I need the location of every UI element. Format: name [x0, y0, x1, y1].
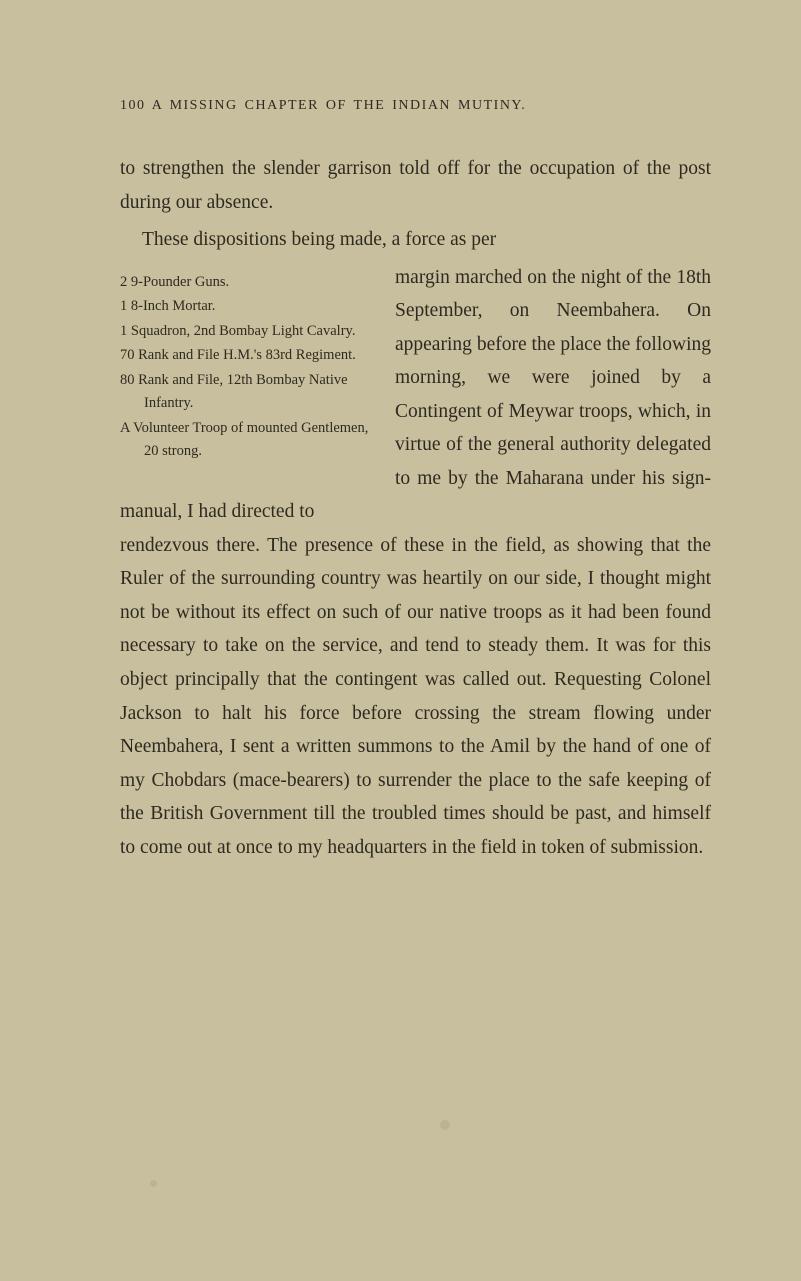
scanned-page: 100 A MISSING CHAPTER OF THE INDIAN MUTI…: [0, 0, 801, 1281]
running-head: 100 A MISSING CHAPTER OF THE INDIAN MUTI…: [120, 98, 711, 114]
list-item: 70 Rank and File H.M.'s 83rd Regiment.: [120, 344, 375, 367]
list-item: 1 8-Inch Mortar.: [120, 295, 375, 318]
paragraph-2-lead: These dispositions being made, a force a…: [120, 223, 711, 257]
paragraph-3: rendezvous there. The presence of these …: [120, 529, 711, 864]
list-and-flow-wrap: 2 9-Pounder Guns. 1 8-Inch Mortar. 1 Squ…: [120, 261, 711, 529]
list-item: 2 9-Pounder Guns.: [120, 271, 375, 294]
paragraph-1: to strengthen the slender garrison told …: [120, 152, 711, 219]
body-text-block: to strengthen the slender garrison told …: [120, 152, 711, 864]
list-item: A Volunteer Troop of mounted Gentlemen, …: [120, 417, 375, 464]
list-item: 1 Squadron, 2nd Bombay Light Cavalry.: [120, 320, 375, 343]
foxing-spot: [440, 1120, 450, 1130]
foxing-spot: [150, 1180, 157, 1187]
list-item: 80 Rank and File, 12th Bombay Native Inf…: [120, 369, 375, 416]
force-composition-list: 2 9-Pounder Guns. 1 8-Inch Mortar. 1 Squ…: [120, 271, 375, 464]
